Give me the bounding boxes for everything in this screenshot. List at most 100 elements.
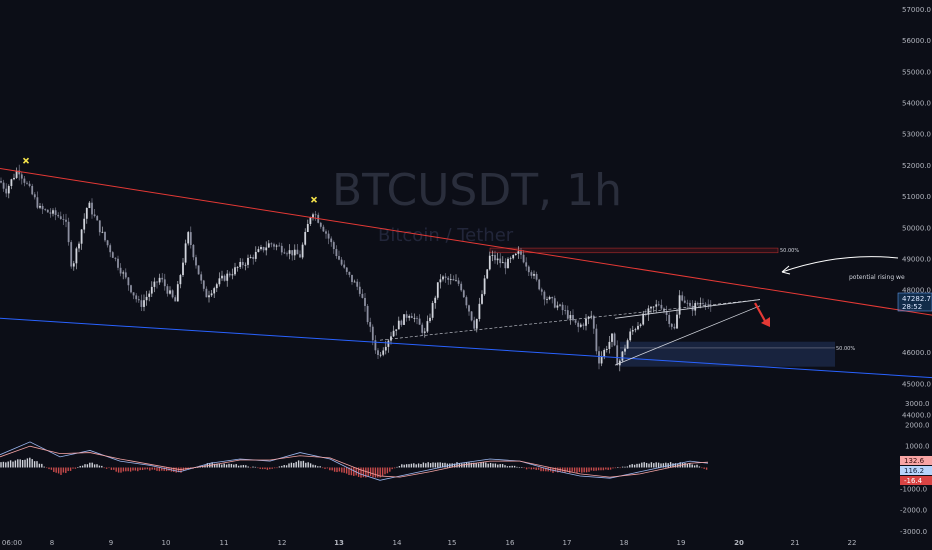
histogram-bar: [425, 463, 427, 468]
candle-body: [405, 314, 408, 318]
candle-body: [390, 336, 392, 341]
candle-series: [0, 164, 712, 372]
candle-body: [702, 303, 704, 304]
histogram-bar: [614, 467, 617, 469]
candle-body: [286, 253, 288, 255]
histogram-bar: [619, 467, 621, 469]
time-tick-label: 8: [50, 539, 54, 547]
histogram-bar: [48, 467, 50, 470]
time-tick-label: 21: [791, 539, 800, 547]
candle-body: [18, 170, 21, 175]
candle-body: [449, 279, 452, 280]
candle-body: [174, 297, 177, 302]
indicator-badge-1: 132.6: [904, 457, 925, 465]
candle-body: [283, 252, 286, 254]
histogram-bar: [41, 463, 43, 468]
candle-body: [533, 273, 535, 276]
candle-body: [444, 276, 447, 278]
histogram-bar: [600, 467, 602, 471]
candle-body: [566, 310, 569, 319]
candle-body: [410, 315, 413, 318]
candle-body: [676, 314, 678, 329]
histogram-bar: [516, 466, 518, 468]
time-tick-label: 06:00: [2, 539, 22, 547]
indicator-tick-label: -2000.0: [900, 507, 927, 515]
histogram-bar: [689, 463, 691, 468]
histogram-bar: [672, 463, 674, 468]
price-axis[interactable]: 57000.0 56000.0 55000.0 54000.0 53000.0 52000…: [902, 6, 931, 420]
candle-body: [608, 341, 611, 349]
histogram-bar: [621, 466, 624, 468]
candle-body: [652, 306, 655, 308]
candle-body: [111, 252, 114, 258]
histogram-bar: [134, 467, 137, 471]
candle-body: [140, 300, 143, 307]
histogram-bar: [60, 467, 62, 475]
candle-body: [304, 231, 307, 245]
candle-body: [494, 255, 496, 261]
histogram-bar: [317, 466, 319, 468]
indicator-tick-label: -1000.0: [900, 485, 927, 493]
histogram-bar: [261, 467, 264, 470]
candle-body: [221, 275, 223, 279]
candle-body: [527, 266, 530, 273]
histogram-bar: [701, 467, 703, 469]
candle-body: [195, 257, 197, 266]
histogram-bar: [372, 467, 374, 478]
candle-body: [218, 278, 221, 285]
candle-body: [626, 340, 629, 349]
histogram-bar: [276, 467, 278, 469]
candle-body: [117, 258, 119, 268]
candle-body: [504, 262, 507, 269]
candle-body: [299, 254, 301, 258]
histogram-bar: [125, 467, 127, 472]
candle-body: [182, 262, 184, 276]
histogram-bar: [69, 467, 72, 471]
candle-body: [265, 247, 268, 251]
histogram-bar: [540, 467, 542, 472]
candle-body: [613, 333, 616, 346]
time-axis[interactable]: 06:00 8 9 10 11 12 13 14 15 16 17 18 19 20 21 22: [2, 539, 857, 547]
time-tick-label: 18: [620, 539, 629, 547]
histogram-bar: [151, 467, 153, 470]
time-tick-label: 10: [162, 539, 171, 547]
histogram-bar: [561, 467, 564, 472]
candle-body: [465, 297, 468, 306]
histogram-bar: [693, 465, 696, 468]
histogram-bar: [295, 461, 297, 468]
histogram-bar: [581, 467, 583, 473]
histogram-bar: [667, 463, 669, 468]
histogram-bar: [571, 467, 573, 472]
histogram-bar: [595, 467, 597, 471]
candle-body: [520, 251, 522, 255]
candle-body: [278, 245, 281, 247]
candle-body: [244, 264, 247, 266]
histogram-bar: [77, 467, 79, 468]
candle-body: [148, 293, 151, 297]
candle-body: [124, 272, 127, 278]
histogram-bar: [389, 467, 391, 472]
indicator-axis[interactable]: 3000.0 2000.0 1000.0 -1000.0 -2000.0 -3000.0: [900, 400, 930, 536]
candle-body: [421, 324, 424, 333]
candle-body: [423, 331, 426, 333]
histogram-bar: [444, 462, 446, 468]
histogram-bar: [197, 467, 199, 468]
candle-body: [135, 295, 138, 300]
candle-body: [561, 304, 564, 311]
candle-body: [319, 222, 322, 227]
candle-body: [611, 333, 613, 342]
histogram-bar: [122, 467, 125, 472]
histogram-bar: [679, 462, 681, 468]
candle-body: [460, 283, 463, 291]
histogram-bar: [629, 464, 631, 468]
candle-body: [49, 212, 52, 214]
histogram-bar: [254, 466, 257, 468]
candle-body: [332, 242, 335, 250]
histogram-bar: [321, 467, 324, 469]
histogram-bar: [14, 460, 17, 468]
candle-body: [689, 302, 691, 306]
histogram-bar: [588, 467, 590, 472]
candle-body: [72, 263, 75, 267]
